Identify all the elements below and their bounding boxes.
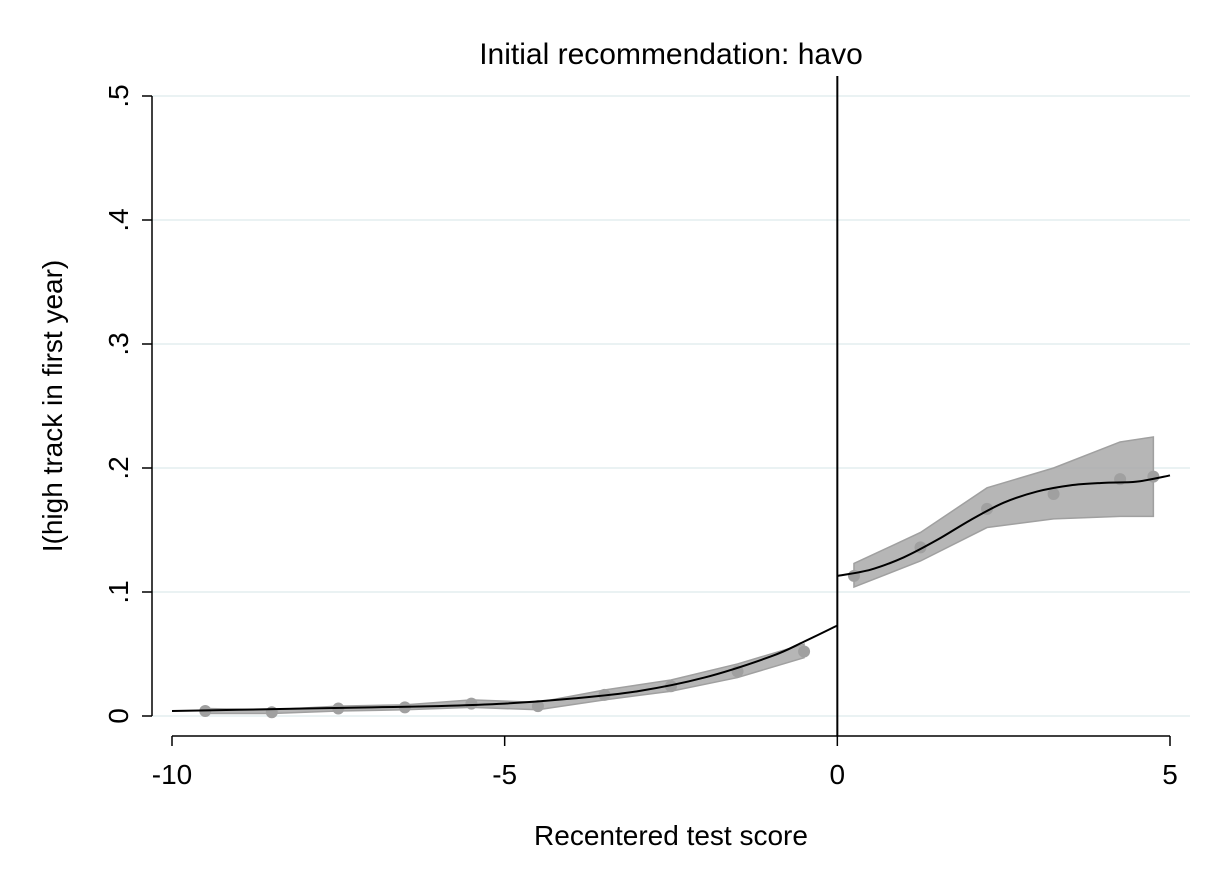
- ci-band-right: [853, 436, 1155, 589]
- bin-point-9: [798, 645, 811, 658]
- fit-line-left: [171, 624, 838, 713]
- bin-point-15: [1147, 470, 1160, 483]
- y-tick-label-3: .3: [103, 332, 134, 355]
- y-tick-label-0: 0: [103, 708, 134, 724]
- bin-point-13: [1047, 488, 1060, 501]
- grid: [152, 95, 1190, 717]
- confidence-bands: [204, 436, 1155, 715]
- x-tick-label-0: -10: [152, 759, 192, 790]
- fit-line-right: [837, 474, 1171, 577]
- y-axis-label: I(high track in first year): [37, 260, 68, 553]
- x-axis-label: Recentered test score: [534, 820, 808, 851]
- ci-band-left: [204, 643, 805, 715]
- bin-point-1: [265, 706, 278, 719]
- axes: 0 .1 .2 .3 .4 .5 -10 -5 0 5: [103, 84, 1178, 790]
- y-tick-label-1: .1: [103, 580, 134, 603]
- x-tick-label-2: 0: [830, 759, 846, 790]
- x-tick-label-3: 5: [1162, 759, 1178, 790]
- y-tick-label-5: .5: [103, 84, 134, 107]
- bin-point-5: [531, 700, 544, 713]
- bin-point-4: [465, 697, 478, 710]
- fitted-lines: [171, 474, 1171, 713]
- y-tick-label-4: .4: [103, 208, 134, 231]
- y-tick-label-2: .2: [103, 456, 134, 479]
- x-tick-label-1: -5: [492, 759, 517, 790]
- chart-title: Initial recommendation: havo: [479, 38, 863, 71]
